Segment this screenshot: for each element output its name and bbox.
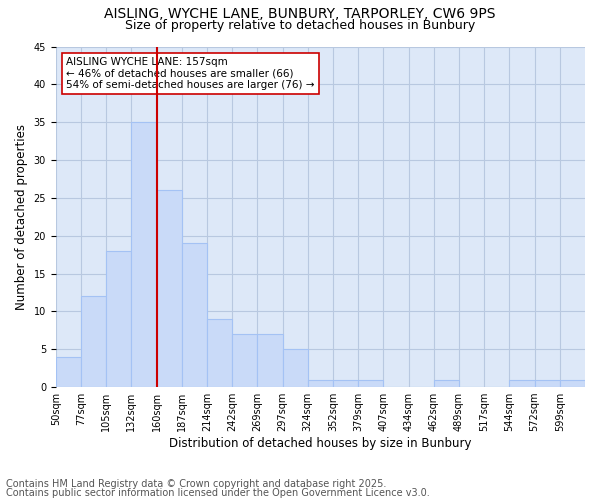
Text: AISLING WYCHE LANE: 157sqm
← 46% of detached houses are smaller (66)
54% of semi: AISLING WYCHE LANE: 157sqm ← 46% of deta…	[67, 56, 315, 90]
Text: Size of property relative to detached houses in Bunbury: Size of property relative to detached ho…	[125, 18, 475, 32]
Bar	[358, 380, 383, 387]
Bar	[182, 244, 207, 387]
Y-axis label: Number of detached properties: Number of detached properties	[15, 124, 28, 310]
Text: AISLING, WYCHE LANE, BUNBURY, TARPORLEY, CW6 9PS: AISLING, WYCHE LANE, BUNBURY, TARPORLEY,…	[104, 8, 496, 22]
Bar	[56, 357, 81, 387]
Bar	[509, 380, 535, 387]
Bar	[81, 296, 106, 387]
Text: Contains HM Land Registry data © Crown copyright and database right 2025.: Contains HM Land Registry data © Crown c…	[6, 479, 386, 489]
Bar	[535, 380, 560, 387]
Bar	[131, 122, 157, 387]
Bar	[333, 380, 358, 387]
Bar	[308, 380, 333, 387]
Bar	[207, 319, 232, 387]
Bar	[283, 349, 308, 387]
Bar	[560, 380, 585, 387]
Bar	[232, 334, 257, 387]
Bar	[434, 380, 459, 387]
Bar	[157, 190, 182, 387]
Bar	[257, 334, 283, 387]
Text: Contains public sector information licensed under the Open Government Licence v3: Contains public sector information licen…	[6, 488, 430, 498]
X-axis label: Distribution of detached houses by size in Bunbury: Distribution of detached houses by size …	[169, 437, 472, 450]
Bar	[106, 251, 131, 387]
